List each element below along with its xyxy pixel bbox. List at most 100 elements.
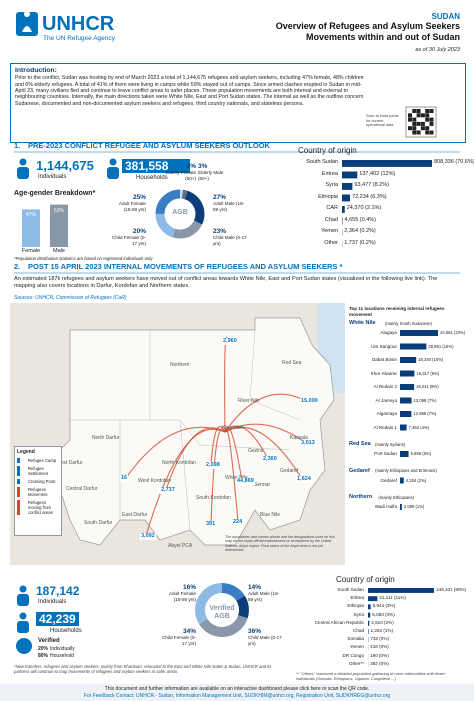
origin-bar: [342, 171, 358, 179]
origin-label: Eritrea: [321, 170, 338, 177]
segment-name: Child Female (0-17 yrs): [162, 635, 196, 646]
segment-value: 27%: [213, 194, 227, 201]
state-label: Abyei PCA: [168, 543, 193, 549]
qr-cell: [425, 126, 430, 131]
location-name: Um Sangour: [371, 343, 397, 349]
footnote: *Population distribution statistics are …: [14, 256, 153, 261]
origin-label: DR Congo: [342, 652, 364, 658]
logo: UNHCR: [42, 13, 115, 35]
flow-label: 3,013: [300, 440, 316, 447]
qr-cell: [408, 126, 412, 131]
segment-value: 20%: [132, 228, 146, 235]
footer-bg: [0, 684, 474, 701]
origin-value: 5,944 (3%): [372, 603, 396, 609]
state-label: North Darfur: [92, 435, 120, 441]
origin-value: 5,083 (3%): [372, 611, 395, 617]
segment-value: 23%: [213, 228, 227, 235]
qr-cell: [416, 130, 421, 135]
segment-name: Child Male (0-17 yrs): [248, 635, 282, 646]
state-label: West Kordofan: [138, 478, 171, 484]
movement-arrow: [224, 428, 239, 523]
location-bar: [400, 357, 417, 363]
individuals-label: Individuals: [38, 599, 67, 605]
legend-item: Refugees Movement: [17, 487, 59, 498]
origin-value: 93,477 (8.2%): [354, 182, 389, 188]
segment-value: 16%: [182, 584, 196, 591]
households: 381,558: [122, 159, 190, 174]
note: *New transfers, refugees and asylum seek…: [14, 664, 272, 675]
legend-item: Refugee Camp: [17, 458, 59, 464]
group-name: White Nile: [349, 320, 376, 326]
location-name: Khor Alwarar: [370, 370, 397, 376]
qr-cell: [408, 117, 412, 122]
origin-label: Somalia: [347, 636, 364, 642]
segment-value: 3%: [198, 163, 208, 170]
footer-line2: For Feedback Contact: UNHCR - Sudan, Inf…: [83, 693, 391, 699]
icon-body: [107, 167, 119, 179]
location-bar: [400, 504, 402, 510]
origin-label: Ethiopia: [318, 193, 338, 200]
ind-pct: 20%: [38, 646, 49, 652]
origin-bar: [368, 604, 371, 610]
legend-item: Refugee Settlement: [17, 466, 59, 477]
origin-bar: [342, 217, 343, 225]
donut-center: AGB: [172, 209, 188, 216]
legend: Legend Refugee Camp Refugee Settlement Cros…: [14, 446, 62, 536]
group-note: (mainly Ethiopians and Eritreans): [375, 468, 437, 473]
legend-item: Refugees moving from conflict areas: [17, 500, 59, 516]
state-label: Sennar: [254, 482, 271, 488]
households-icon: [107, 158, 119, 179]
sex-value: 53%: [53, 207, 64, 214]
group-name: Gedaref: [349, 467, 370, 474]
state-label: Khartoum: [222, 425, 244, 431]
origin-label: Other: [324, 239, 338, 246]
map-disclaimer: The boundaries and names shown and the d…: [225, 535, 335, 552]
ind-label: Individually: [50, 646, 75, 652]
location-value: 43,061 (23%): [440, 330, 466, 335]
location-name: Alagaya: [380, 330, 397, 335]
flow-label: 15,000: [300, 398, 319, 405]
qr-cell: [425, 117, 430, 122]
icon-body: [17, 594, 29, 606]
origin-value: 416 (0%): [370, 644, 389, 650]
location-bar: [400, 397, 412, 404]
qr-cell: [412, 130, 417, 135]
qr-cell: [420, 126, 425, 131]
origin-bar: [368, 612, 371, 618]
segment-name: Adult Male (18-59 yrs): [248, 591, 280, 602]
sex-bar: [50, 204, 68, 247]
state-label: South Darfur: [84, 520, 113, 526]
segment-name: Adult Female (18-59 yrs): [168, 591, 196, 602]
group-note: (mainly Ethiopians): [378, 494, 414, 500]
qr-cell: [429, 121, 434, 126]
icon-head: [109, 158, 117, 166]
flow-label: 2,737: [160, 487, 176, 494]
origin-bar: [342, 183, 353, 190]
title: Overview of Refugees and Asylum Seekers …: [275, 21, 460, 42]
qr-cell: [425, 130, 430, 135]
flow-label: 44,869: [236, 478, 255, 485]
intro-heading: Introduction:: [15, 67, 57, 74]
donut-segment: [195, 583, 249, 637]
origin-label: CAR: [326, 205, 338, 211]
verified-icon: [16, 638, 32, 654]
location-bar: [400, 384, 415, 390]
origin-label: Yemen: [321, 228, 338, 234]
origin-label: Yemen: [349, 644, 364, 650]
location-name: Dabat Bosin: [371, 357, 397, 362]
location-bar: [400, 370, 415, 377]
section-number: 2.: [14, 262, 21, 271]
origin-value: 2,364 (0.2%): [344, 228, 376, 234]
qr-cell: [412, 117, 417, 122]
origin-label: South Sudan: [337, 587, 364, 592]
flow-label: 2,960: [222, 338, 238, 345]
flow-label: 391: [205, 521, 217, 528]
origin-value: 21,111 (11%): [379, 595, 406, 601]
qr-cell: [412, 126, 417, 131]
segment-name: Child Male (0-17 yrs): [213, 235, 247, 246]
logo-sub: The UN Refugee Agency: [43, 35, 115, 42]
icon-head: [19, 612, 27, 620]
movement-arrow: [224, 425, 269, 460]
country: SUDAN: [431, 12, 460, 21]
